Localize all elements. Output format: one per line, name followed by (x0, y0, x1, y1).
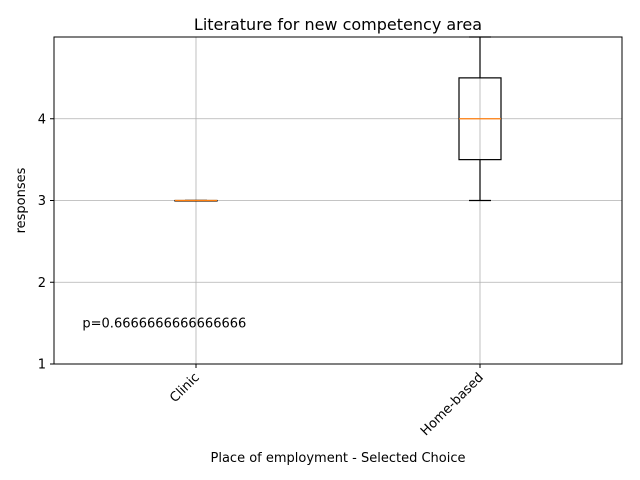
y-tick-label-2: 3 (38, 194, 46, 209)
y-axis-label: responses (14, 167, 29, 233)
x-axis-label: Place of employment - Selected Choice (211, 451, 466, 466)
y-tick-label-3: 4 (38, 112, 46, 127)
chart-title: Literature for new competency area (194, 15, 482, 34)
y-tick-label-0: 1 (38, 358, 46, 373)
y-tick-label-1: 2 (38, 276, 46, 291)
p-value-annotation: p=0.6666666666666666 (82, 317, 246, 332)
